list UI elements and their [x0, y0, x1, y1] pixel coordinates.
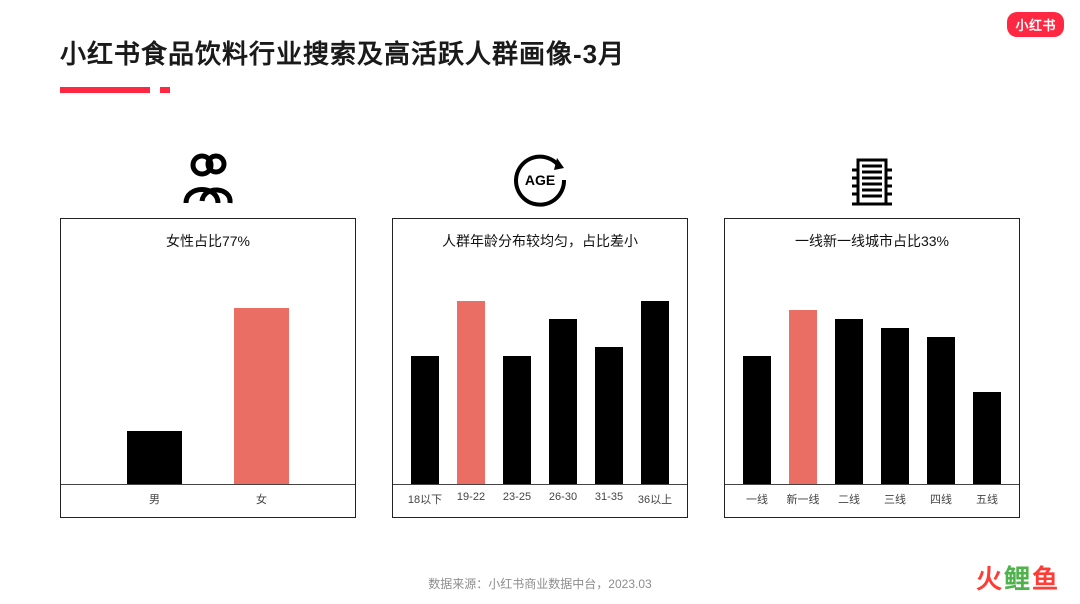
- bar-label: 19-22: [451, 491, 491, 507]
- bar-col: [101, 255, 208, 484]
- age-panel: AGE 人群年龄分布较均匀，占比差小 18以下 19-22 23-25 26-30 31…: [392, 150, 688, 518]
- bar: [549, 319, 577, 484]
- bar: [127, 431, 183, 484]
- bar-col: [497, 255, 537, 484]
- bar-label: 18以下: [405, 491, 445, 507]
- bar-col: [405, 255, 445, 484]
- city-chart-labels: 一线新一线二线三线四线五线: [725, 485, 1019, 517]
- bar-label: 男: [101, 491, 208, 507]
- bar-label: 四线: [921, 491, 961, 507]
- age-chart-title: 人群年龄分布较均匀，占比差小: [393, 219, 687, 255]
- brand-logo-badge: 小红书: [1007, 12, 1064, 37]
- bar: [927, 337, 955, 484]
- bar: [789, 310, 817, 484]
- bar-label: 31-35: [589, 491, 629, 507]
- gender-chart-labels: 男女: [61, 485, 355, 517]
- gender-chart-title: 女性占比77%: [61, 219, 355, 255]
- watermark-char-3: 鱼: [1032, 564, 1060, 594]
- gender-chart-frame: 女性占比77% 男女: [60, 218, 356, 518]
- bar-label: 一线: [737, 491, 777, 507]
- age-chart-frame: 人群年龄分布较均匀，占比差小 18以下 19-22 23-25 26-30 31-35 3…: [392, 218, 688, 518]
- bar-label: 36以上: [635, 491, 675, 507]
- bar-col: [543, 255, 583, 484]
- gender-chart-body: [61, 255, 355, 485]
- people-icon: [178, 150, 238, 210]
- bar-label: 23-25: [497, 491, 537, 507]
- panels-row: 女性占比77% 男女 AGE 人群年龄分布较均匀，占比差小 18以下 19-22 2…: [60, 150, 1020, 518]
- bar: [743, 356, 771, 484]
- bar: [595, 347, 623, 484]
- gender-panel: 女性占比77% 男女: [60, 150, 356, 518]
- city-chart-body: [725, 255, 1019, 485]
- city-chart-title: 一线新一线城市占比33%: [725, 219, 1019, 255]
- watermark-char-1: 火: [976, 564, 1004, 594]
- age-chart-labels: 18以下 19-22 23-25 26-30 31-35 36以上: [393, 485, 687, 517]
- watermark-char-2: 鲤: [1004, 564, 1032, 594]
- bar: [411, 356, 439, 484]
- title-underline: [60, 87, 180, 93]
- bar-col: [635, 255, 675, 484]
- bar-label: 女: [208, 491, 315, 507]
- bar-col: [783, 255, 823, 484]
- bar-col: [921, 255, 961, 484]
- bar-col: [829, 255, 869, 484]
- age-icon: AGE: [512, 150, 568, 210]
- city-chart-frame: 一线新一线城市占比33% 一线新一线二线三线四线五线: [724, 218, 1020, 518]
- building-icon: [844, 150, 900, 210]
- bar-label: 三线: [875, 491, 915, 507]
- bar-col: [451, 255, 491, 484]
- watermark: 火鲤鱼: [976, 559, 1060, 596]
- bar: [234, 308, 290, 484]
- title-block: 小红书食品饮料行业搜索及高活跃人群画像-3月: [60, 34, 625, 93]
- bar-col: [875, 255, 915, 484]
- age-chart-body: [393, 255, 687, 485]
- bar-label: 二线: [829, 491, 869, 507]
- bar-label: 五线: [967, 491, 1007, 507]
- bar: [881, 328, 909, 484]
- bar-col: [589, 255, 629, 484]
- bar-label: 26-30: [543, 491, 583, 507]
- bar-label: 新一线: [783, 491, 823, 507]
- bar-col: [737, 255, 777, 484]
- city-panel: 一线新一线城市占比33% 一线新一线二线三线四线五线: [724, 150, 1020, 518]
- svg-text:AGE: AGE: [525, 172, 555, 188]
- bar: [835, 319, 863, 484]
- page-title: 小红书食品饮料行业搜索及高活跃人群画像-3月: [60, 34, 625, 71]
- bar: [973, 392, 1001, 484]
- bar: [457, 301, 485, 484]
- bar-col: [967, 255, 1007, 484]
- bar: [503, 356, 531, 484]
- bar-col: [208, 255, 315, 484]
- bar: [641, 301, 669, 484]
- footer-source: 数据来源：小红书商业数据中台，2023.03: [0, 575, 1080, 592]
